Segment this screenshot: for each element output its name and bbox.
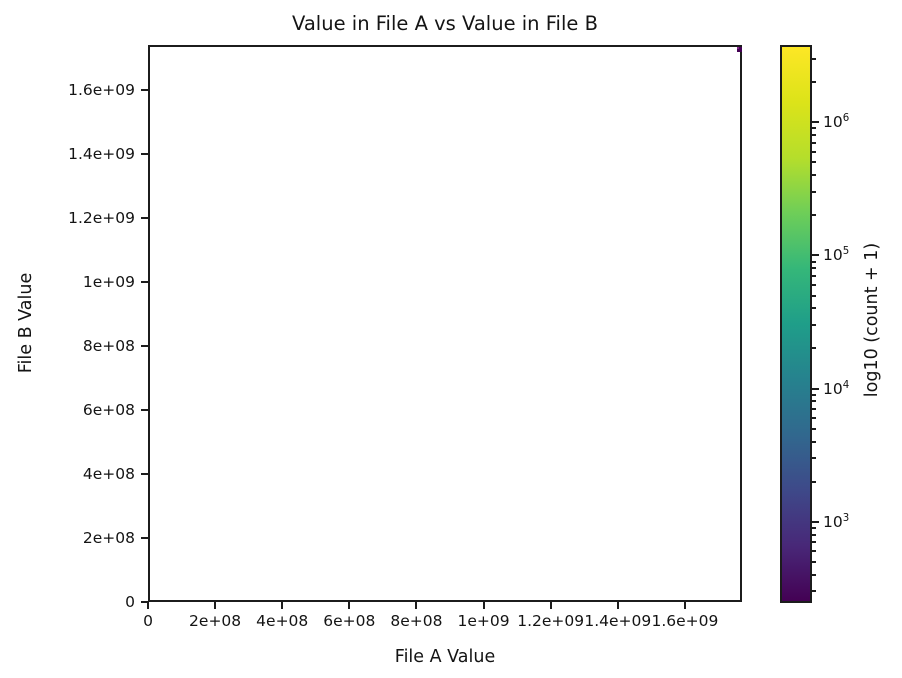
colorbar-minor-tick	[812, 573, 816, 576]
colorbar-minor-tick	[812, 408, 816, 411]
colorbar-minor-tick	[812, 141, 816, 144]
y-tick-label: 4e+08	[82, 465, 135, 484]
colorbar-major-tick	[812, 520, 819, 523]
colorbar-minor-tick	[812, 393, 816, 396]
x-tick	[281, 602, 284, 609]
x-tick	[683, 602, 686, 609]
heatmap-bin	[737, 47, 742, 52]
colorbar-minor-tick	[812, 267, 816, 270]
x-tick-label: 1.2e+09	[517, 612, 585, 630]
colorbar-minor-tick	[812, 190, 816, 193]
x-tick	[214, 602, 217, 609]
colorbar-minor-tick	[812, 417, 816, 420]
colorbar-tick-label: 104	[823, 379, 850, 398]
colorbar-minor-tick	[812, 134, 816, 137]
colorbar-minor-tick	[812, 560, 816, 563]
y-tick-label: 1.4e+09	[68, 145, 135, 164]
colorbar-minor-tick	[812, 283, 816, 286]
colorbar-minor-tick	[812, 275, 816, 278]
colorbar-label: log10 (count + 1)	[862, 242, 882, 398]
colorbar-gradient	[780, 45, 812, 603]
colorbar-minor-tick	[812, 427, 816, 430]
colorbar-major-tick	[812, 387, 819, 390]
y-tick	[141, 537, 148, 539]
colorbar-minor-tick	[812, 347, 816, 350]
x-tick	[549, 602, 552, 609]
x-tick-label: 4e+08	[256, 612, 309, 630]
colorbar-minor-tick	[812, 533, 816, 536]
x-tick	[616, 602, 619, 609]
colorbar-tick-label: 105	[823, 246, 850, 265]
y-tick-label: 8e+08	[82, 337, 135, 356]
x-tick	[147, 602, 149, 609]
y-tick-label: 6e+08	[82, 401, 135, 420]
colorbar-minor-tick	[812, 150, 816, 153]
y-tick	[141, 345, 148, 348]
x-tick-label: 1.6e+09	[651, 612, 719, 630]
y-tick-label: 1.6e+09	[68, 81, 135, 100]
colorbar-minor-tick	[812, 550, 816, 553]
y-tick	[141, 281, 148, 284]
colorbar-minor-tick	[812, 324, 816, 327]
y-tick	[141, 409, 148, 412]
colorbar-minor-tick	[812, 294, 816, 297]
x-tick-label: 6e+08	[323, 612, 376, 630]
colorbar-minor-tick	[812, 457, 816, 460]
colorbar-minor-tick	[812, 127, 816, 130]
x-axis-label: File A Value	[394, 647, 496, 667]
colorbar-tick-label: 106	[823, 113, 850, 132]
colorbar-major-tick	[812, 254, 819, 257]
y-tick	[141, 473, 148, 476]
y-tick	[141, 601, 148, 603]
y-tick-label: 0	[125, 593, 135, 611]
colorbar-minor-tick	[812, 57, 816, 60]
plot-area	[148, 45, 742, 602]
x-tick	[415, 602, 418, 609]
colorbar-minor-tick	[812, 174, 816, 177]
x-tick-label: 1e+09	[457, 612, 510, 630]
x-tick-label: 2e+08	[189, 612, 242, 630]
y-tick-label: 1e+09	[82, 273, 135, 292]
y-tick	[141, 89, 148, 92]
colorbar-minor-tick	[812, 260, 816, 263]
y-tick	[141, 153, 148, 156]
colorbar-minor-tick	[812, 214, 816, 217]
y-axis-label: File B Value	[16, 272, 36, 374]
colorbar-minor-tick	[812, 307, 816, 310]
chart-title: Value in File A vs Value in File B	[292, 12, 598, 35]
colorbar-minor-tick	[812, 81, 816, 84]
colorbar-minor-tick	[812, 440, 816, 443]
heatmap-bin-highlight	[737, 47, 739, 49]
colorbar-minor-tick	[812, 161, 816, 164]
y-tick-label: 1.2e+09	[68, 209, 135, 228]
colorbar-minor-tick	[812, 590, 816, 593]
colorbar-minor-tick	[812, 541, 816, 544]
x-tick	[482, 602, 485, 609]
y-tick	[141, 217, 148, 220]
x-tick-label: 0	[143, 612, 153, 630]
x-tick-label: 8e+08	[390, 612, 443, 630]
colorbar-minor-tick	[812, 400, 816, 403]
colorbar-minor-tick	[812, 480, 816, 483]
colorbar-minor-tick	[812, 526, 816, 529]
colorbar-major-tick	[812, 121, 819, 124]
colorbar-tick-label: 103	[823, 512, 850, 531]
y-tick-label: 2e+08	[82, 529, 135, 547]
x-tick-label: 1.4e+09	[584, 612, 652, 630]
x-tick	[348, 602, 351, 609]
